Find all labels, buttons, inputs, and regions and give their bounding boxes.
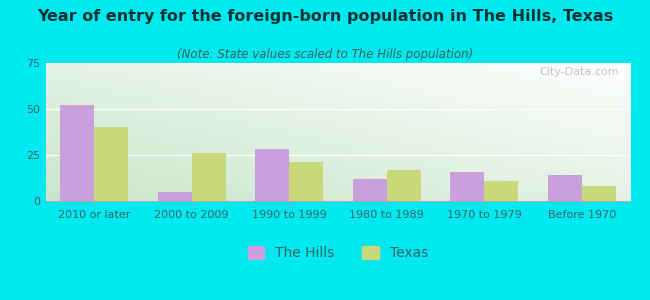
Bar [450, 172, 484, 201]
Bar [289, 162, 324, 201]
Text: (Note: State values scaled to The Hills population): (Note: State values scaled to The Hills … [177, 48, 473, 61]
Bar [353, 179, 387, 201]
Bar [255, 149, 289, 201]
Text: City-Data.com: City-Data.com [539, 67, 619, 77]
Bar [192, 153, 226, 201]
Bar [547, 175, 582, 201]
Bar [387, 170, 421, 201]
Bar [60, 105, 94, 201]
Text: Year of entry for the foreign-born population in The Hills, Texas: Year of entry for the foreign-born popul… [37, 9, 613, 24]
Bar [582, 186, 616, 201]
Bar [157, 192, 192, 201]
Legend: The Hills, Texas: The Hills, Texas [242, 241, 434, 266]
Bar [94, 128, 129, 201]
Bar [484, 181, 519, 201]
